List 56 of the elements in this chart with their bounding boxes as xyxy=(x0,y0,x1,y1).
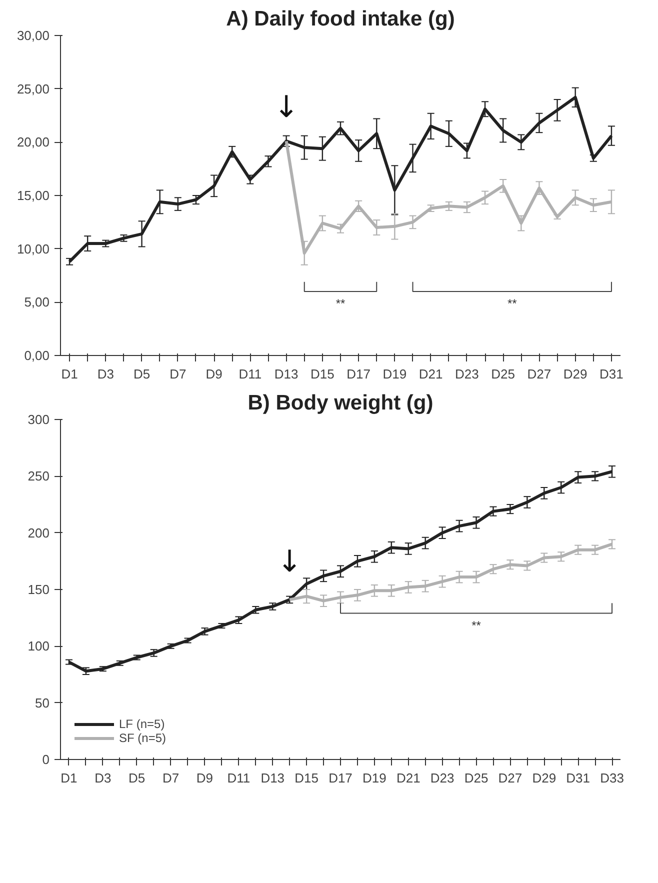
x-tick-label: D23 xyxy=(430,770,454,786)
x-tick-label: D1 xyxy=(60,770,78,786)
x-tick-label: D5 xyxy=(133,366,150,382)
x-tick-label: D1 xyxy=(61,366,78,382)
chart-title: A) Daily food intake (g) xyxy=(226,8,455,30)
x-tick-label: D21 xyxy=(396,770,420,786)
annotation: ** xyxy=(336,296,346,310)
y-tick-label: 0,00 xyxy=(24,348,50,363)
legend-label: LF (n=5) xyxy=(119,717,165,731)
x-tick-label: D15 xyxy=(294,770,318,786)
annotation: ** xyxy=(507,296,518,310)
y-tick-label: 0 xyxy=(42,752,50,767)
y-tick-label: 50 xyxy=(35,695,50,710)
y-tick-label: 100 xyxy=(28,638,50,654)
annotation: ↓ xyxy=(277,544,302,580)
y-tick-label: 15,00 xyxy=(16,188,50,203)
y-tick-label: 200 xyxy=(28,525,50,540)
x-tick-label: D23 xyxy=(455,366,479,382)
y-tick-label: 150 xyxy=(28,582,50,597)
x-tick-label: D27 xyxy=(498,770,522,786)
x-tick-label: D9 xyxy=(196,770,214,786)
x-tick-label: D11 xyxy=(238,366,262,382)
x-tick-label: D27 xyxy=(527,366,552,382)
x-tick-label: D7 xyxy=(170,366,186,382)
x-tick-label: D9 xyxy=(206,366,222,382)
x-tick-label: D19 xyxy=(362,770,386,786)
y-tick-label: 30,00 xyxy=(16,28,50,43)
x-tick-label: D11 xyxy=(227,770,250,786)
y-tick-label: 20,00 xyxy=(16,134,50,150)
x-tick-label: D17 xyxy=(328,770,352,786)
x-tick-label: D31 xyxy=(566,770,590,786)
y-tick-label: 25,00 xyxy=(16,81,50,96)
y-tick-label: 5,00 xyxy=(24,294,50,310)
legend-label: SF (n=5) xyxy=(119,731,166,745)
x-tick-label: D25 xyxy=(464,770,488,786)
x-tick-label: D19 xyxy=(382,366,407,382)
annotation: ** xyxy=(472,618,482,632)
x-tick-label: D29 xyxy=(563,366,588,382)
x-tick-label: D17 xyxy=(346,366,370,382)
x-tick-label: D13 xyxy=(260,770,285,786)
x-tick-label: D5 xyxy=(128,770,146,786)
x-tick-label: D15 xyxy=(310,366,334,382)
y-tick-label: 250 xyxy=(28,468,50,484)
y-tick-label: 10,00 xyxy=(16,241,50,256)
x-tick-label: D25 xyxy=(491,366,516,382)
y-tick-label: 300 xyxy=(28,412,50,427)
x-tick-label: D33 xyxy=(600,770,624,786)
x-tick-label: D3 xyxy=(97,366,114,382)
x-tick-label: D21 xyxy=(418,366,443,382)
x-tick-label: D29 xyxy=(532,770,556,786)
x-tick-label: D31 xyxy=(600,366,624,382)
chart-title: B) Body weight (g) xyxy=(248,392,434,414)
x-tick-label: D3 xyxy=(94,770,112,786)
annotation: ↓ xyxy=(274,90,299,126)
x-tick-label: D13 xyxy=(274,366,298,382)
x-tick-label: D7 xyxy=(162,770,180,786)
